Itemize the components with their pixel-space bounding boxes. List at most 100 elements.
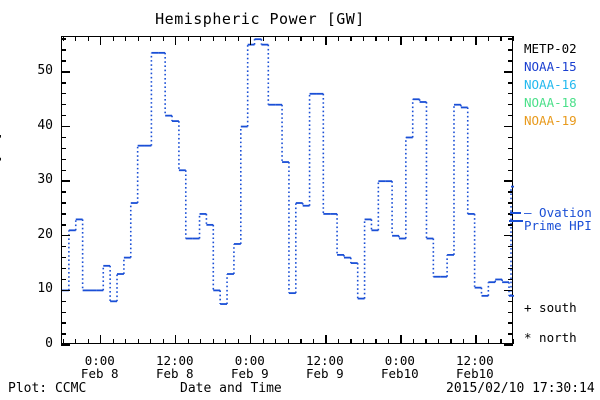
y-tick: [61, 82, 66, 84]
y-tick-right: [508, 136, 513, 139]
x-tick-top: [387, 36, 390, 41]
y-tick-right: [504, 125, 513, 128]
x-tick: [275, 339, 277, 344]
x-tick-top: [362, 36, 365, 41]
y-tick-right: [508, 246, 513, 248]
y-tick: [61, 235, 70, 237]
x-tick-top: [300, 36, 302, 41]
y-tick: [61, 224, 66, 226]
y-tick-right: [508, 333, 513, 335]
x-tick-top: [112, 36, 114, 41]
y-tick: [61, 114, 66, 117]
x-tick-label: 12:00 Feb 9: [285, 354, 365, 380]
y-tick: [61, 104, 66, 106]
x-tick-top: [312, 36, 314, 41]
y-tick-right: [508, 256, 513, 259]
x-tick-time: 0:00: [234, 353, 265, 368]
x-tick: [325, 335, 327, 344]
y-tick: [61, 246, 66, 248]
plot-area: [61, 36, 515, 346]
x-tick: [150, 339, 152, 344]
y-tick-right: [508, 38, 513, 40]
x-tick-date: Feb 9: [305, 366, 344, 381]
x-tick-date: Feb10: [456, 366, 494, 381]
y-tick: [61, 180, 70, 182]
x-tick: [225, 339, 227, 344]
x-tick: [287, 339, 289, 344]
x-tick-time: 0:00: [84, 353, 115, 368]
x-tick: [200, 339, 202, 344]
y-tick-right: [504, 235, 513, 237]
x-tick: [387, 339, 390, 344]
x-tick: [337, 339, 340, 344]
y-tick-right: [508, 147, 513, 150]
x-tick: [437, 339, 440, 344]
x-tick-time: 12:00: [305, 353, 344, 368]
x-tick: [425, 339, 427, 344]
y-tick: [61, 202, 66, 204]
y-tick-right: [508, 82, 513, 84]
x-tick: [500, 339, 502, 344]
x-tick-top: [400, 36, 402, 45]
y-tick: [61, 71, 70, 73]
legend-item-noaa-16[interactable]: NOAA-16: [524, 77, 577, 92]
y-tick: [61, 169, 66, 171]
y-tick-right: [508, 300, 513, 302]
y-tick: [61, 147, 66, 150]
y-tick: [61, 278, 66, 281]
x-tick: [375, 339, 377, 344]
y-tick-right: [504, 71, 513, 73]
legend-item-metp-02[interactable]: METP-02: [524, 41, 577, 56]
y-tick: [61, 49, 66, 51]
y-tick-right: [508, 202, 513, 204]
x-tick: [262, 339, 264, 344]
y-tick-right: [508, 49, 513, 51]
x-tick-top: [275, 36, 277, 41]
legend-item-noaa-15[interactable]: NOAA-15: [524, 59, 577, 74]
x-tick-top: [150, 36, 152, 41]
x-tick: [350, 339, 352, 344]
x-tick: [400, 335, 402, 344]
y-tick-label: 40: [37, 117, 53, 133]
legend-item-noaa-18[interactable]: NOAA-18: [524, 95, 577, 110]
x-tick: [125, 339, 127, 344]
y-tick-right: [508, 114, 513, 117]
y-tick: [61, 191, 66, 193]
x-tick-top: [262, 36, 264, 41]
x-tick: [212, 339, 214, 344]
x-tick-top: [175, 36, 177, 45]
ovation-prime-hpi-series: [62, 38, 514, 305]
x-tick-top: [475, 36, 477, 45]
x-tick-top: [375, 36, 377, 41]
y-tick-label: 10: [37, 281, 53, 297]
y-tick-right: [508, 267, 513, 270]
legend-item-noaa-19[interactable]: NOAA-19: [524, 113, 577, 128]
y-tick-label: 30: [37, 172, 53, 188]
y-tick-right: [508, 191, 513, 193]
x-tick-time: 12:00: [155, 353, 194, 368]
y-tick-right: [508, 213, 513, 215]
y-tick: [61, 213, 66, 215]
y-tick-right: [508, 224, 513, 226]
x-tick-top: [350, 36, 352, 41]
x-tick-top: [100, 36, 102, 45]
ovation-label-line2: Prime HPI: [524, 218, 592, 233]
x-tick-top: [450, 36, 452, 41]
x-tick: [362, 339, 365, 344]
x-tick-top: [462, 36, 465, 41]
y-tick: [61, 125, 70, 128]
y-tick: [61, 267, 66, 270]
x-tick: [237, 339, 239, 344]
x-tick: [462, 339, 465, 344]
y-tick: [61, 158, 66, 161]
y-tick: [61, 60, 66, 62]
x-tick-top: [412, 36, 415, 41]
x-tick: [162, 339, 164, 344]
x-tick-label: 0:00 Feb10: [360, 354, 440, 380]
y-tick-right: [504, 180, 513, 182]
x-tick: [450, 339, 452, 344]
footer-plot-source: Plot: CCMC: [8, 381, 87, 396]
x-tick: [300, 339, 302, 344]
y-tick: [61, 136, 66, 139]
